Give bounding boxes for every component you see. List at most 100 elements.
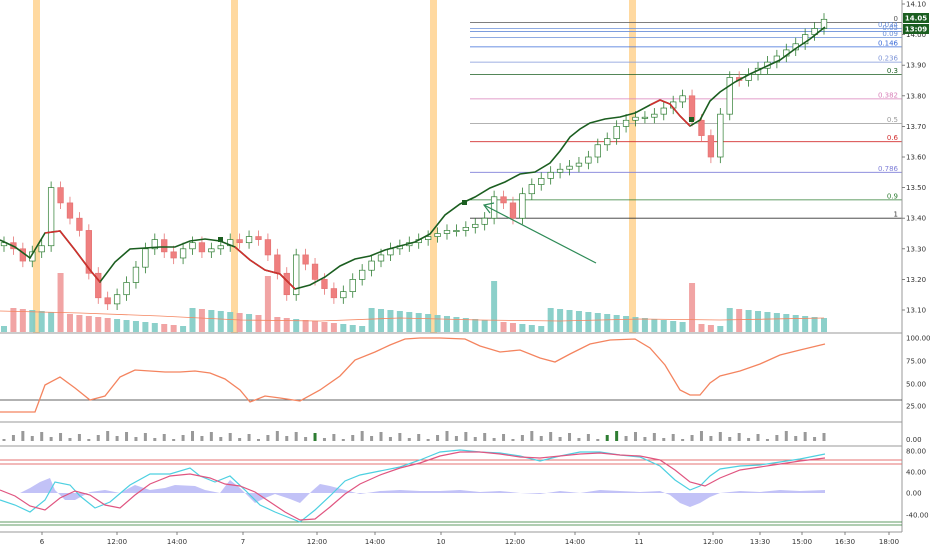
volume-bar bbox=[85, 316, 92, 332]
oscillator-bar bbox=[294, 432, 298, 441]
candle-body bbox=[85, 230, 92, 274]
candle-body bbox=[189, 242, 196, 250]
time-tick-label: 18:00 bbox=[879, 538, 899, 546]
candle-body bbox=[311, 263, 319, 280]
candle-body bbox=[302, 254, 309, 265]
oscillator-bar bbox=[59, 433, 63, 441]
oscillator-bar bbox=[822, 433, 826, 441]
oscillator-bar bbox=[586, 434, 590, 441]
candle-body bbox=[66, 202, 74, 219]
rsi-tick-label: 75.00 bbox=[906, 358, 926, 366]
volume-bar bbox=[151, 323, 158, 332]
candle-body bbox=[481, 217, 488, 225]
fib-level-label: 0 bbox=[894, 15, 898, 23]
volume-bar bbox=[283, 318, 290, 332]
session-highlights bbox=[33, 0, 636, 333]
volume-bar bbox=[208, 310, 215, 332]
oscillator-bar bbox=[181, 435, 185, 441]
oscillator-bar bbox=[643, 437, 647, 441]
oscillator-bar bbox=[341, 439, 345, 441]
candle-body bbox=[236, 239, 243, 244]
volume-bar bbox=[811, 317, 818, 332]
fib-level-label: 0.05 bbox=[882, 24, 898, 32]
rsi-tick-label: 50.00 bbox=[906, 381, 926, 389]
candle-body bbox=[123, 282, 130, 296]
oscillator-bar bbox=[737, 433, 741, 441]
oscillator-bar bbox=[379, 432, 383, 441]
time-axis[interactable]: 6 12:00 14:00 7 12:00 14:00 10 12:00 14:00 11 12:0… bbox=[40, 532, 899, 546]
volume-bar bbox=[632, 317, 639, 332]
volume-bar bbox=[340, 324, 347, 332]
oscillator-bar bbox=[681, 439, 685, 441]
oscillator-bar bbox=[728, 437, 732, 441]
oscillator-bar bbox=[407, 438, 411, 441]
price-tick-label: 13.90 bbox=[906, 62, 926, 70]
oscillator-bar bbox=[511, 439, 515, 441]
oscillator-bar bbox=[125, 432, 129, 441]
moving-average-red-segment-3 bbox=[649, 99, 691, 127]
time-tick-label: 14:00 bbox=[365, 538, 385, 546]
volume-bar bbox=[641, 318, 648, 332]
volume-bars bbox=[0, 273, 827, 332]
volume-bar bbox=[227, 312, 234, 332]
price-tick-label: 13.50 bbox=[906, 184, 926, 192]
candle-body bbox=[321, 279, 328, 289]
oscillator-bar bbox=[492, 438, 496, 441]
oscillator-bar bbox=[238, 438, 242, 441]
candle-body bbox=[443, 230, 451, 234]
macd-tick-label: -40.00 bbox=[906, 512, 929, 520]
time-tick-label: 12:00 bbox=[307, 538, 327, 546]
price-axis[interactable]: 14.10 14.00 13.90 13.80 13.70 13.60 13.50 13.40… bbox=[902, 1, 926, 315]
arrow-annotation[interactable] bbox=[482, 202, 597, 264]
volume-bar bbox=[736, 309, 743, 332]
candle-body bbox=[726, 77, 733, 115]
price-tick-label: 13.80 bbox=[906, 92, 926, 100]
candle-body bbox=[377, 254, 385, 262]
volume-bar bbox=[19, 309, 26, 332]
price-tick-label: 14.00 bbox=[906, 31, 926, 39]
price-tick-label: 14.10 bbox=[906, 1, 926, 9]
macd-axis: 80.00 40.00 0.00 -40.00 bbox=[906, 448, 929, 520]
volume-bar bbox=[359, 326, 366, 332]
volume-bar bbox=[123, 320, 130, 332]
candle-body bbox=[547, 171, 554, 179]
fib-level-label: 0.034 bbox=[878, 21, 899, 29]
volume-bar bbox=[180, 326, 187, 332]
oscillator-bar bbox=[473, 437, 477, 441]
price-tick-label: 13.30 bbox=[906, 245, 926, 253]
volume-bar bbox=[217, 311, 224, 332]
price-tick-label: 13.20 bbox=[906, 276, 926, 284]
oscillator-bar bbox=[803, 432, 807, 441]
candle-body bbox=[575, 162, 583, 167]
time-tick-label: 10 bbox=[437, 538, 446, 546]
oscillator-bar bbox=[662, 438, 666, 441]
macd-tick-label: 80.00 bbox=[906, 448, 926, 456]
volume-bar bbox=[538, 326, 545, 332]
candle-body bbox=[500, 196, 507, 204]
candle-body bbox=[161, 239, 168, 253]
volume-bar bbox=[698, 324, 705, 332]
volume-bar bbox=[472, 319, 479, 332]
volume-bar bbox=[10, 308, 17, 332]
volume-bar bbox=[679, 322, 686, 332]
fib-level-label: 0.236 bbox=[878, 55, 899, 63]
oscillator-bar bbox=[558, 437, 562, 441]
oscillator-bar bbox=[143, 433, 147, 441]
candle-body bbox=[632, 116, 639, 121]
candle-body bbox=[434, 233, 441, 237]
candle-body bbox=[132, 266, 140, 283]
oscillator-bar bbox=[172, 439, 176, 441]
candle-body bbox=[462, 227, 469, 231]
candle-body bbox=[613, 126, 620, 139]
oscillator-bar bbox=[115, 436, 119, 441]
time-tick-label: 15:00 bbox=[792, 538, 812, 546]
candlesticks bbox=[0, 13, 828, 310]
candle-body bbox=[688, 95, 696, 121]
volume-bar bbox=[76, 315, 83, 332]
oscillator-bar bbox=[624, 436, 628, 441]
volume-bar bbox=[104, 318, 111, 332]
oscillator-bar bbox=[539, 436, 543, 441]
oscillator-bar bbox=[756, 434, 760, 441]
